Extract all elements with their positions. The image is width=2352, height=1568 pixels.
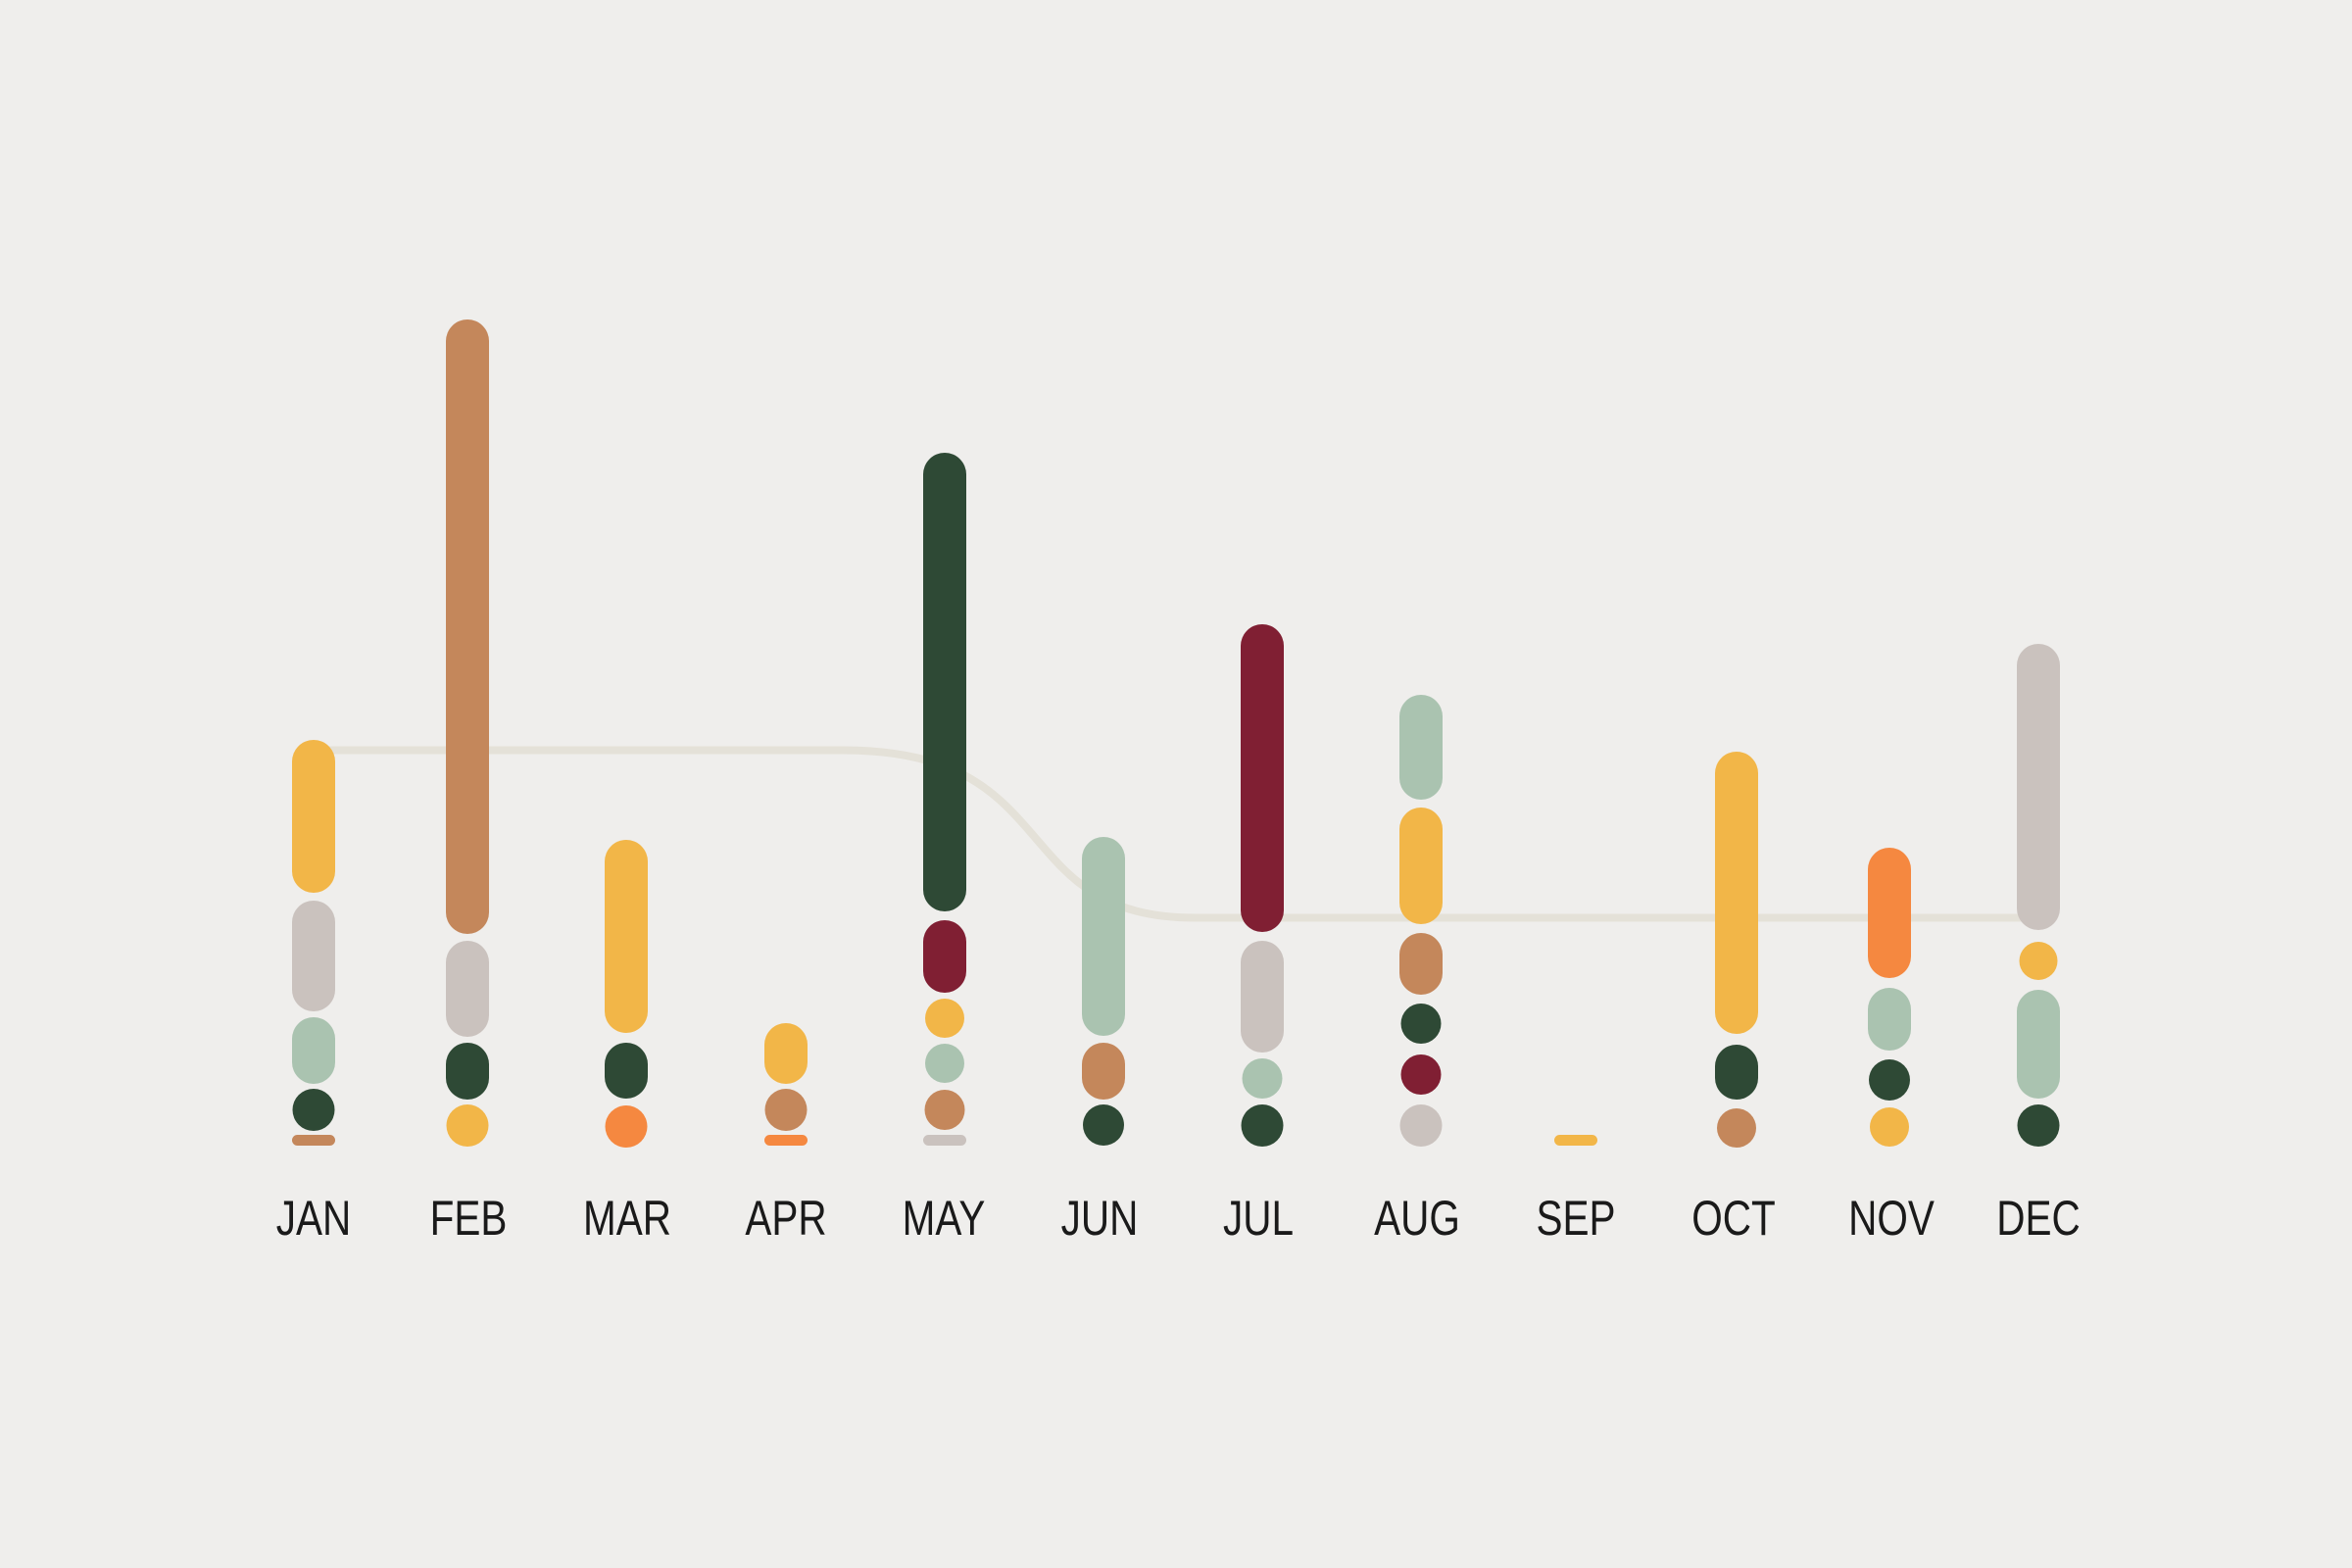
svg-text:DEC: DEC bbox=[1996, 1191, 2080, 1246]
svg-text:JAN: JAN bbox=[276, 1191, 351, 1246]
svg-text:FEB: FEB bbox=[430, 1191, 508, 1246]
svg-text:MAY: MAY bbox=[903, 1191, 986, 1246]
svg-text:JUL: JUL bbox=[1223, 1191, 1294, 1246]
svg-text:MAR: MAR bbox=[583, 1191, 671, 1246]
svg-text:AUG: AUG bbox=[1374, 1191, 1460, 1246]
svg-text:SEP: SEP bbox=[1536, 1191, 1615, 1246]
svg-text:APR: APR bbox=[745, 1191, 826, 1246]
svg-text:JUN: JUN bbox=[1061, 1191, 1139, 1246]
svg-text:NOV: NOV bbox=[1848, 1191, 1935, 1246]
svg-text:OCT: OCT bbox=[1691, 1191, 1775, 1246]
